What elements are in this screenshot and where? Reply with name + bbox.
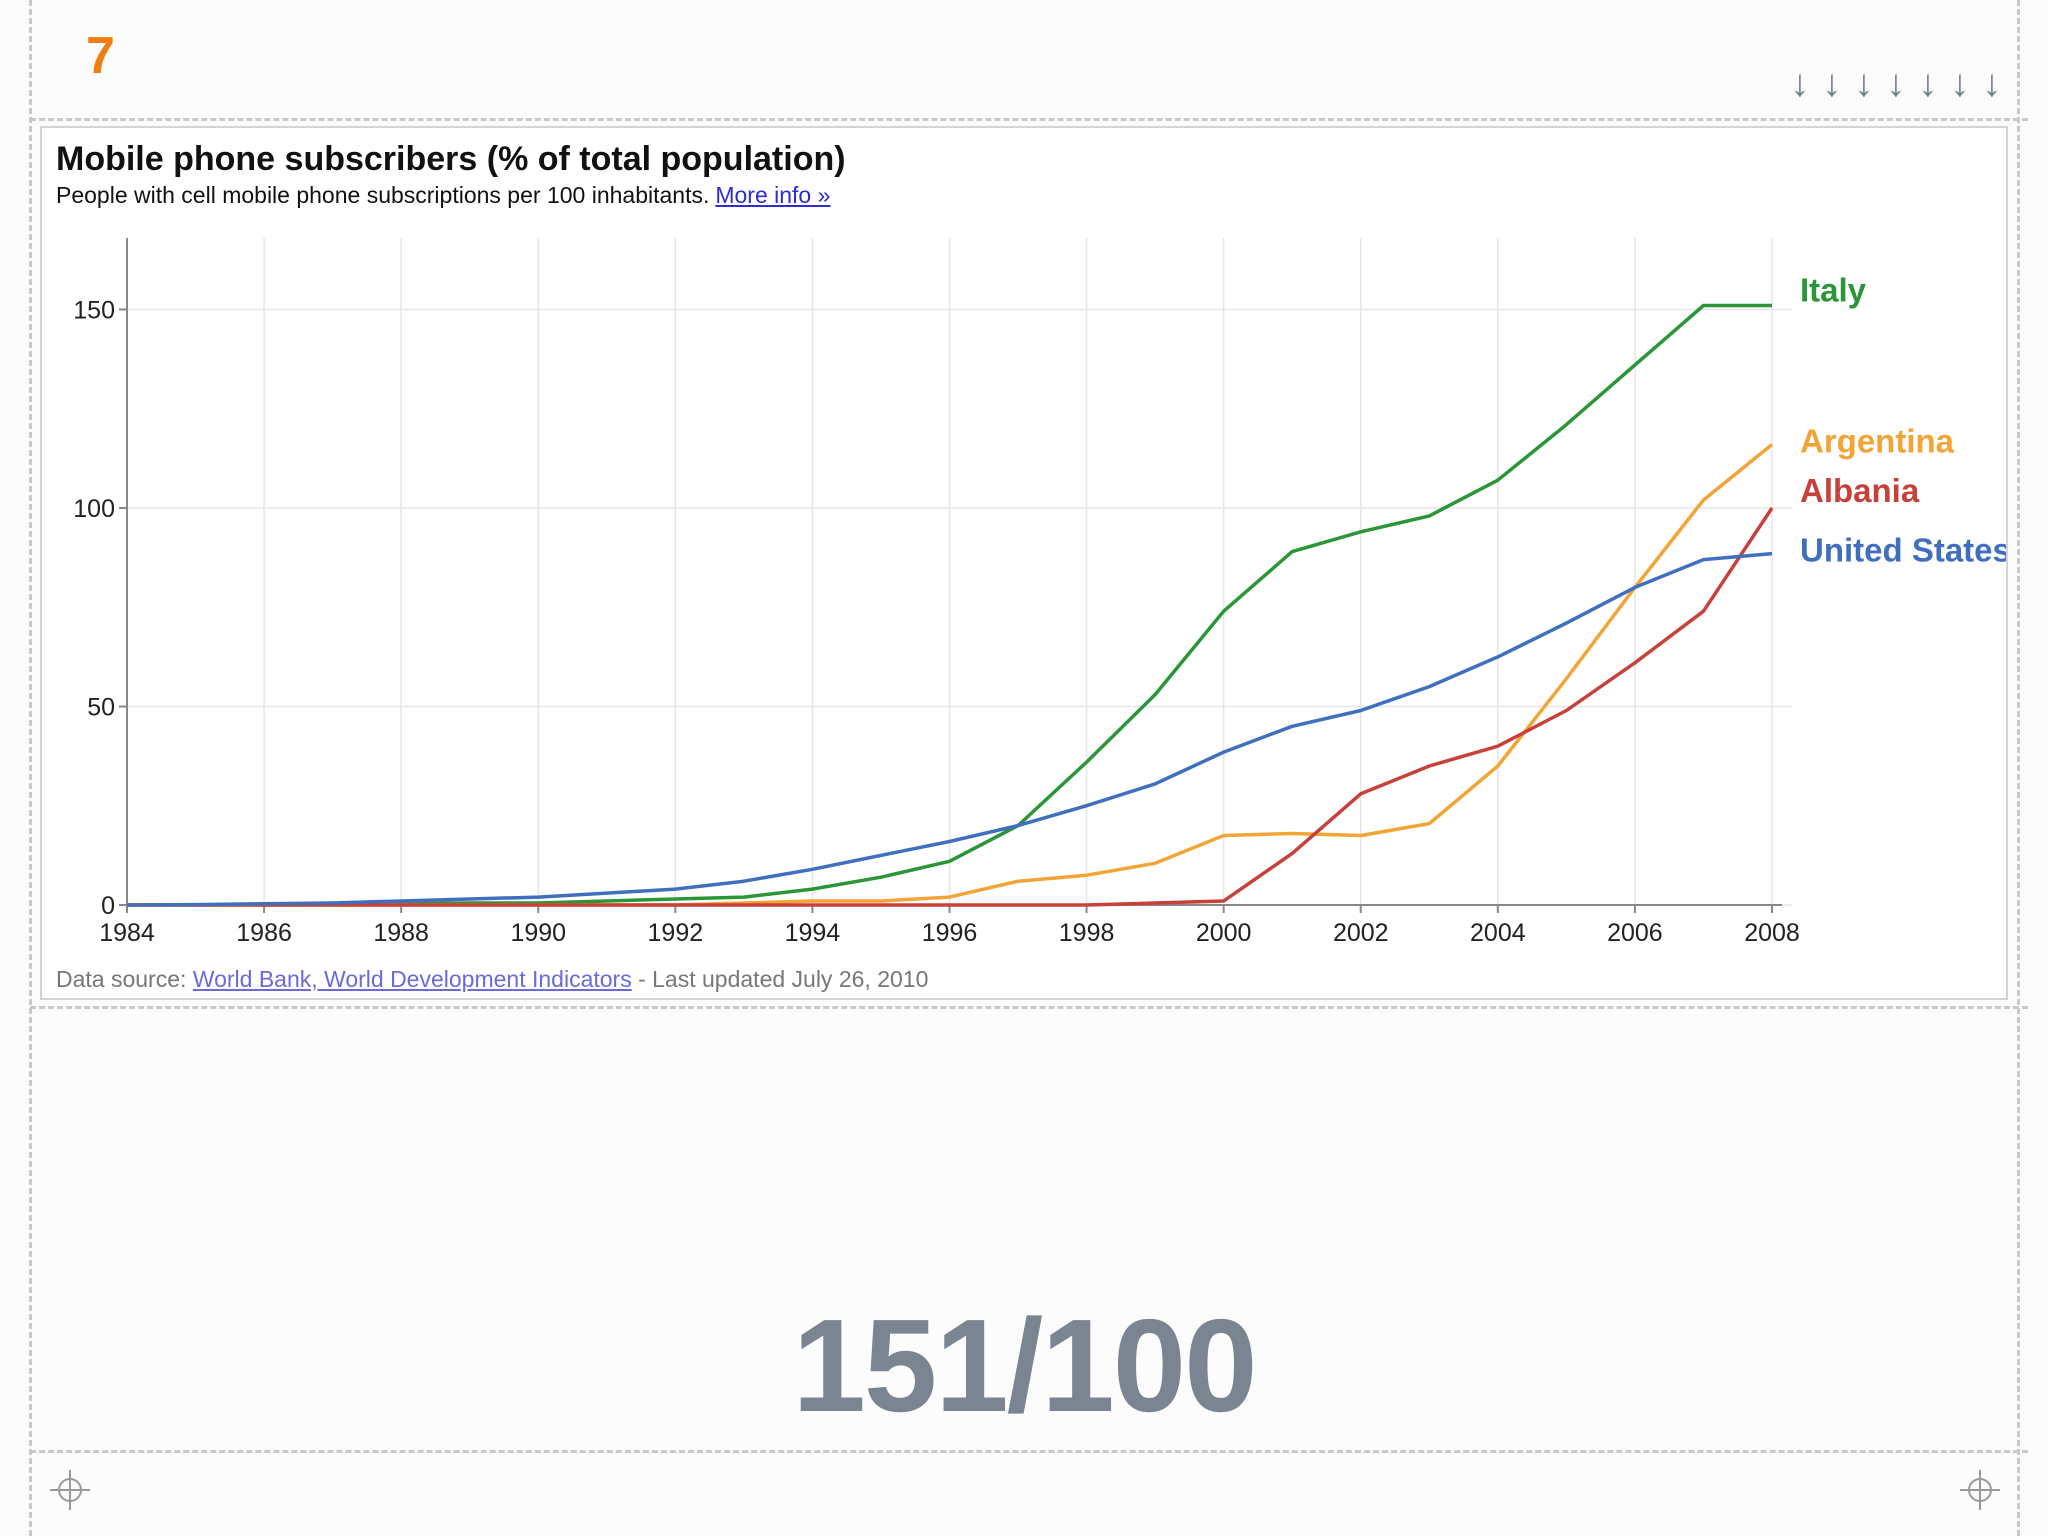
series-label-united-states: United States (1800, 532, 2006, 569)
x-tick-label: 1990 (510, 919, 566, 947)
more-info-link[interactable]: More info » (715, 182, 831, 208)
x-tick-label: 2008 (1744, 919, 1800, 947)
left-guide-line (29, 0, 32, 1536)
x-tick-label: 1994 (785, 919, 841, 947)
chart-title: Mobile phone subscribers (% of total pop… (56, 140, 846, 178)
x-tick-label: 1984 (99, 919, 155, 947)
y-tick-label: 150 (73, 296, 115, 324)
series-label-albania: Albania (1800, 472, 1920, 509)
line-chart: 0 50 100 150 1984 1986 1988 1990 1992 1994 1996 199… (73, 238, 2006, 947)
x-tick-label: 2000 (1196, 919, 1252, 947)
last-updated-text: - Last updated July 26, 2010 (638, 966, 929, 992)
chart-bottom-guide-line (30, 1006, 2028, 1009)
big-figure: 151/100 (792, 1292, 1257, 1439)
x-tick-label: 1998 (1059, 919, 1115, 947)
x-tick-label: 1992 (648, 919, 704, 947)
x-tick-label: 2002 (1333, 919, 1389, 947)
series-line-albania (127, 507, 1774, 907)
series-label-argentina: Argentina (1800, 422, 1955, 459)
x-tick-label: 1988 (373, 919, 429, 947)
down-arrow-icon[interactable]: ↓ (1822, 63, 1842, 105)
right-guide-line (2017, 0, 2020, 1536)
down-arrow-icon[interactable]: ↓ (1982, 63, 2002, 105)
down-arrow-icon[interactable]: ↓ (1886, 63, 1906, 105)
slide-number: 7 (86, 27, 115, 85)
crosshair-icon (50, 1470, 90, 1510)
y-tick-label: 50 (87, 693, 115, 721)
data-source-label: Data source: (56, 966, 187, 992)
y-tick-label: 100 (73, 495, 115, 523)
down-arrow-icon[interactable]: ↓ (1950, 63, 1970, 105)
down-arrow-icon[interactable]: ↓ (1918, 63, 1938, 105)
data-source-line: Data source: World Bank, World Developme… (56, 966, 928, 993)
series-line-united-states (126, 551, 1773, 907)
x-tick-label: 2004 (1470, 919, 1526, 947)
x-tick-label: 1996 (922, 919, 978, 947)
chart-subtitle: People with cell mobile phone subscripti… (56, 182, 830, 209)
x-tick-label: 1986 (236, 919, 292, 947)
down-arrow-icon[interactable]: ↓ (1790, 63, 1810, 105)
top-guide-line (30, 118, 2028, 121)
chart-panel: Mobile phone subscribers (% of total pop… (40, 126, 2008, 1000)
down-arrow-icon[interactable]: ↓ (1854, 63, 1874, 105)
y-tick-label: 0 (101, 892, 115, 920)
crosshair-icon (1960, 1470, 2000, 1510)
down-arrow-group: ↓ ↓ ↓ ↓ ↓ ↓ ↓ (1786, 62, 2006, 106)
x-tick-label: 2006 (1607, 919, 1663, 947)
chart-subtitle-text: People with cell mobile phone subscripti… (56, 182, 710, 208)
bottom-guide-line (30, 1450, 2028, 1453)
series-label-italy: Italy (1800, 271, 1867, 308)
data-source-link[interactable]: World Bank, World Development Indicators (192, 966, 632, 992)
